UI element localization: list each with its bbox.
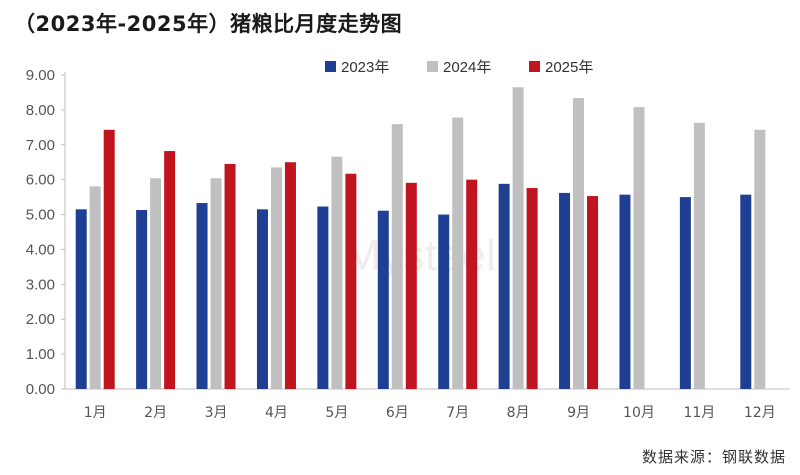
bar-2024年-8月: [512, 87, 524, 389]
x-tick-label: 8月: [507, 405, 530, 421]
y-tick-label: 4.00: [26, 241, 55, 258]
x-tick-label: 12月: [744, 405, 776, 421]
legend-label: 2024年: [443, 59, 491, 76]
bar-2025年-1月: [103, 129, 115, 389]
chart-bars: [75, 87, 766, 390]
bar-2023年-7月: [438, 214, 450, 389]
bar-2023年-3月: [196, 203, 208, 389]
bar-2023年-1月: [75, 209, 87, 389]
x-tick-label: 3月: [205, 405, 228, 421]
bar-2023年-10月: [619, 194, 631, 389]
bar-2023年-8月: [498, 183, 510, 389]
bar-2025年-4月: [284, 162, 296, 389]
x-tick-label: 11月: [683, 405, 715, 421]
bar-2024年-12月: [754, 129, 766, 389]
legend-swatch: [427, 61, 438, 72]
bar-2023年-5月: [317, 206, 329, 389]
bar-2023年-11月: [679, 197, 691, 389]
bar-2024年-7月: [452, 117, 464, 389]
chart-axes: 0.00 1.00 2.00 3.00 4.00 5.00 6.00 7.00 8.00 9.00…: [26, 67, 790, 421]
bar-2024年-4月: [270, 167, 282, 389]
x-tick-label: 10月: [623, 405, 655, 421]
bar-2025年-9月: [587, 196, 599, 389]
bar-2023年-12月: [740, 194, 752, 389]
y-tick-label: 7.00: [26, 137, 55, 154]
x-tick-label: 5月: [325, 405, 348, 421]
bar-2025年-3月: [224, 163, 236, 389]
legend-swatch: [529, 61, 540, 72]
bar-2024年-3月: [210, 178, 222, 389]
bar-2024年-2月: [150, 178, 162, 389]
y-tick-label: 1.00: [26, 346, 55, 363]
x-tick-label: 6月: [386, 405, 409, 421]
y-tick-label: 9.00: [26, 67, 55, 84]
bar-2024年-1月: [89, 186, 101, 389]
bar-2025年-2月: [164, 151, 176, 389]
bar-2025年-8月: [526, 188, 538, 389]
chart-legend: 2023年 2024年 2025年: [325, 59, 593, 76]
bar-2025年-5月: [345, 173, 357, 389]
y-tick-label: 0.00: [26, 381, 55, 398]
x-tick-label: 7月: [446, 405, 469, 421]
y-tick-label: 2.00: [26, 311, 55, 328]
bar-2025年-6月: [405, 182, 417, 389]
bar-2024年-5月: [331, 156, 343, 389]
data-source-note: 数据来源：钢联数据: [641, 448, 786, 466]
bar-2023年-6月: [377, 210, 389, 389]
legend-swatch: [325, 61, 336, 72]
x-tick-label: 4月: [265, 405, 288, 421]
x-tick-label: 1月: [84, 405, 107, 421]
bar-2024年-10月: [633, 107, 645, 389]
bar-2024年-6月: [391, 124, 403, 390]
y-tick-label: 3.00: [26, 276, 55, 293]
bar-2024年-11月: [693, 122, 705, 389]
y-tick-label: 6.00: [26, 172, 55, 189]
legend-label: 2025年: [545, 59, 593, 76]
bar-2025年-7月: [466, 179, 478, 389]
bar-2023年-2月: [136, 210, 148, 389]
x-tick-label: 2月: [144, 405, 167, 421]
bar-2023年-9月: [559, 192, 571, 389]
y-tick-label: 8.00: [26, 102, 55, 119]
bar-2024年-9月: [573, 98, 585, 389]
legend-label: 2023年: [341, 59, 389, 76]
y-tick-label: 5.00: [26, 207, 55, 224]
x-tick-label: 9月: [567, 405, 590, 421]
chart-title: （2023年-2025年）猪粮比月度走势图: [14, 12, 403, 36]
bar-2023年-4月: [256, 209, 268, 389]
